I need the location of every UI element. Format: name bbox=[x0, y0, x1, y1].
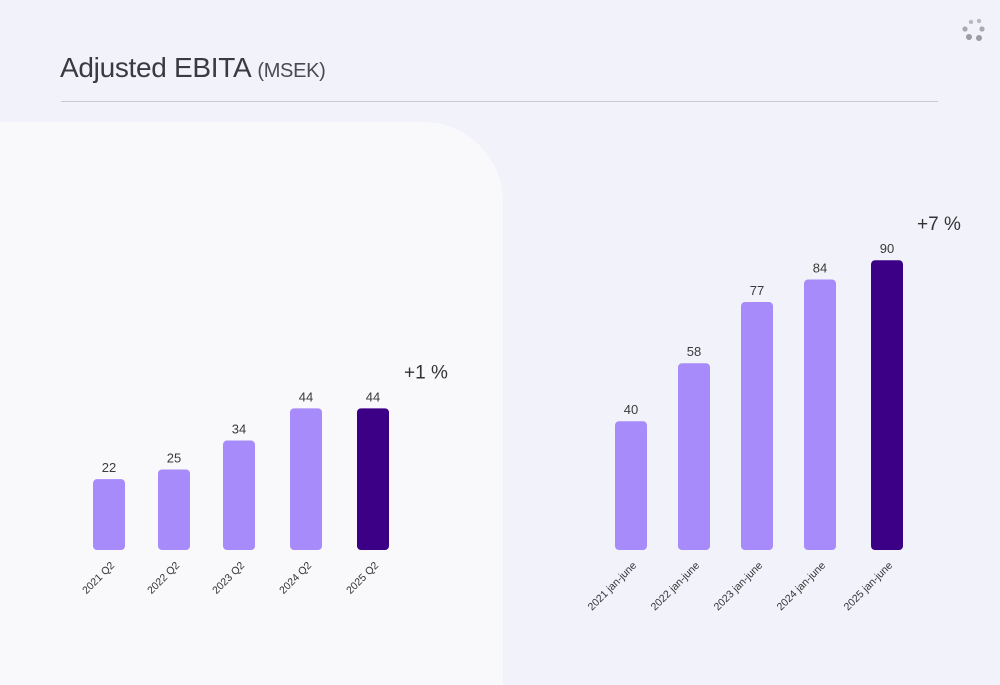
page-title: Adjusted EBITA (MSEK) bbox=[60, 52, 326, 84]
quarter-bar-3 bbox=[223, 440, 255, 550]
quarter-bar-2 bbox=[158, 469, 190, 550]
halfyear-category-label-5: 2025 jan-june bbox=[842, 560, 896, 614]
quarter-value-label-5: 44 bbox=[366, 389, 380, 404]
halfyear-value-label-1: 40 bbox=[624, 402, 638, 417]
left-chart-panel bbox=[0, 122, 503, 685]
title-divider bbox=[61, 101, 938, 102]
halfyear-category-label-2: 2022 jan-june bbox=[649, 560, 703, 614]
halfyear-bar-2 bbox=[678, 363, 710, 550]
quarter-value-label-1: 22 bbox=[102, 460, 116, 475]
quarter-value-label-4: 44 bbox=[299, 389, 313, 404]
quarter-category-label-2: 2022 Q2 bbox=[145, 560, 182, 597]
quarter-bar-1 bbox=[93, 479, 125, 550]
halfyear-category-label-1: 2021 jan-june bbox=[586, 560, 640, 614]
halfyear-bar-4 bbox=[804, 279, 836, 550]
halfyear-growth-label: +7 % bbox=[917, 214, 961, 235]
dots-logo-icon bbox=[962, 18, 985, 41]
halfyear-value-label-2: 58 bbox=[687, 344, 701, 359]
quarter-category-label-4: 2024 Q2 bbox=[277, 560, 314, 597]
title-unit: (MSEK) bbox=[257, 60, 326, 82]
quarter-value-label-2: 25 bbox=[167, 451, 181, 466]
halfyear-category-label-4: 2024 jan-june bbox=[775, 560, 829, 614]
halfyear-bar-1 bbox=[615, 421, 647, 550]
title-text: Adjusted EBITA bbox=[60, 52, 250, 83]
quarter-category-label-5: 2025 Q2 bbox=[344, 560, 381, 597]
quarter-bar-4 bbox=[290, 408, 322, 550]
quarter-bar-5 bbox=[357, 408, 389, 550]
halfyear-bar-5 bbox=[871, 260, 903, 550]
quarter-category-label-3: 2023 Q2 bbox=[210, 560, 247, 597]
quarter-value-label-3: 34 bbox=[232, 422, 246, 437]
quarter-growth-label: +1 % bbox=[404, 362, 448, 383]
halfyear-category-label-3: 2023 jan-june bbox=[712, 560, 766, 614]
halfyear-bar-3 bbox=[741, 302, 773, 550]
halfyear-value-label-5: 90 bbox=[880, 241, 894, 256]
quarter-category-label-1: 2021 Q2 bbox=[80, 560, 117, 597]
halfyear-value-label-4: 84 bbox=[813, 261, 827, 276]
halfyear-value-label-3: 77 bbox=[750, 283, 764, 298]
